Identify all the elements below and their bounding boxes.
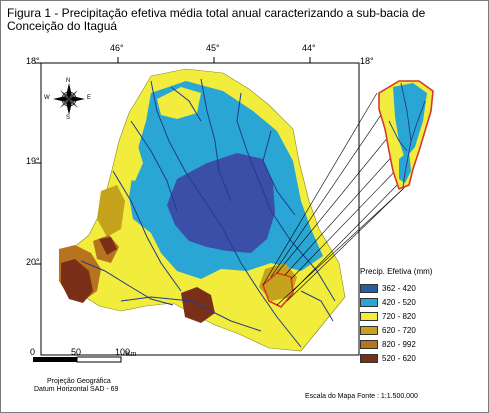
basin-region-520-620 [61,259,93,303]
legend-label: 362 - 420 [382,284,416,293]
legend-swatch [360,284,378,293]
scale-zero: 0 [30,347,36,357]
legend-swatch [360,326,378,335]
legend-label: 820 - 992 [382,340,416,349]
legend-label: 720 - 820 [382,312,416,321]
basin-region-520-620-c [99,237,117,255]
basin-region-362-420 [167,153,275,253]
yellow-patch-north [157,87,201,119]
latitude-18: 18° [26,56,40,66]
yellow-patch-west [121,143,143,181]
latitude-20: 20° [26,257,40,267]
datum-label: Datum Horizontal SAD - 69 [34,386,119,393]
compass-s-label: S [66,115,71,121]
legend-label: 520 - 620 [382,354,416,363]
figure-title: Figura 1 - Precipitação efetiva média to… [7,6,426,33]
longitude-46: 46° [110,43,124,53]
legend-swatch [360,354,378,363]
longitude-44: 44° [302,43,316,53]
river-network [80,78,336,348]
projection-label: Projeção Geográfica [47,378,111,385]
scale-hundred: 100 [115,347,131,357]
legend-item: 820 - 992 [360,340,440,350]
legend-item: 720 - 820 [360,312,440,322]
inset-connector-lines [262,92,408,306]
source-scale-label: Escala do Mapa Fonte : 1:1.500.000 [305,393,418,400]
compass-w-label: W [44,95,50,101]
latitude-19: 19° [26,156,40,166]
legend-swatch [360,298,378,307]
inset-sub-basin [378,80,434,191]
scale-fifty: 50 [71,347,82,357]
legend-item: 362 - 420 [360,284,440,294]
scale-unit: Km [126,351,137,358]
scale-bar [33,356,122,363]
legend-item: 420 - 520 [360,298,440,308]
legend-swatch [360,312,378,321]
map-frame [40,62,360,356]
legend-item: 520 - 620 [360,354,440,364]
legend-label: 420 - 520 [382,298,416,307]
legend-swatch [360,340,378,349]
legend-item: 620 - 720 [360,326,440,336]
legend-title: Precip. Efetiva (mm) [360,267,433,276]
basin-region-620-720 [97,185,125,237]
compass-e-label: E [87,95,92,101]
compass-n-label: N [66,78,71,84]
longitude-45: 45° [206,43,220,53]
compass-rose [53,83,85,115]
latitude-18-right: 18° [360,56,374,66]
legend-label: 620 - 720 [382,326,416,335]
